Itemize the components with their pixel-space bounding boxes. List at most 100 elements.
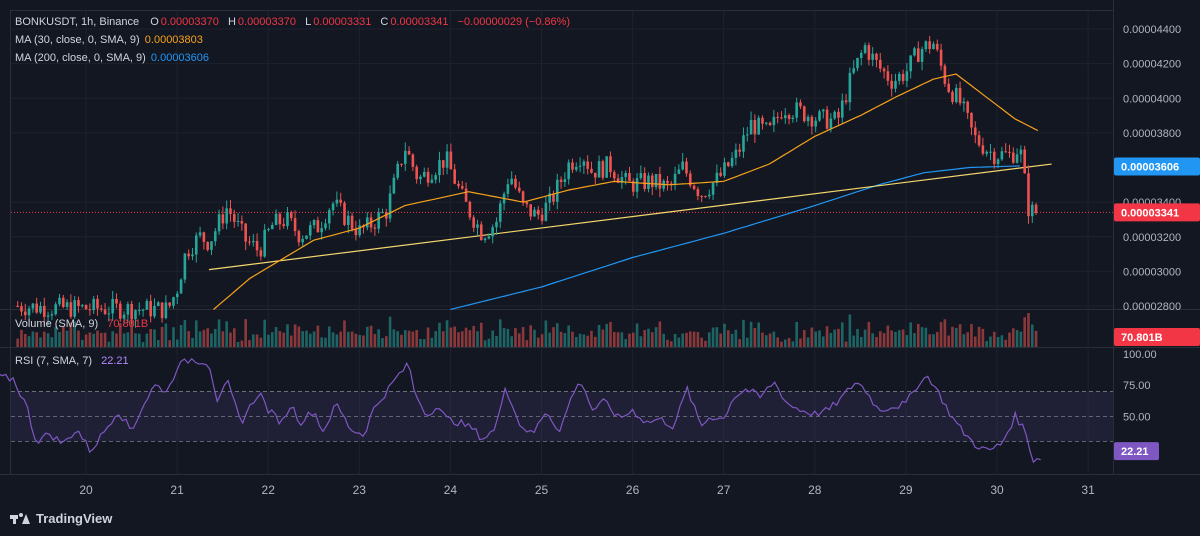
volume-bar bbox=[875, 336, 878, 347]
volume-bar bbox=[244, 319, 247, 347]
candle-body bbox=[1011, 152, 1015, 163]
candle-body bbox=[1030, 204, 1034, 217]
volume-bar bbox=[989, 336, 992, 347]
volume-bar bbox=[464, 327, 468, 347]
candle-body bbox=[673, 173, 677, 184]
volume-bar bbox=[882, 333, 886, 347]
volume-bar bbox=[206, 328, 209, 347]
volume-bar bbox=[358, 334, 361, 347]
price-badge bbox=[1114, 157, 1200, 176]
volume-bar bbox=[255, 334, 259, 347]
tradingview-icon bbox=[10, 513, 30, 524]
candle-body bbox=[42, 305, 46, 317]
candle-body bbox=[65, 302, 69, 307]
volume-bar bbox=[928, 334, 931, 347]
candle-body bbox=[867, 45, 871, 60]
candle-body bbox=[134, 310, 137, 320]
rsi-legend[interactable]: RSI (7, SMA, 7) 22.21 bbox=[15, 355, 131, 367]
volume-bar bbox=[571, 331, 574, 347]
candle-body bbox=[745, 134, 749, 136]
volume-bar bbox=[818, 330, 821, 347]
volume-bar bbox=[346, 331, 350, 347]
candle-body bbox=[453, 169, 456, 184]
volume-bar bbox=[415, 330, 418, 347]
rsi-band bbox=[11, 391, 1113, 442]
volume-bar bbox=[559, 331, 563, 347]
candle-body bbox=[761, 117, 764, 124]
volume-legend[interactable]: Volume (SMA, 9) 70.801B bbox=[15, 318, 150, 330]
volume-bar bbox=[1034, 330, 1038, 347]
candle-body bbox=[31, 303, 35, 309]
candle-body bbox=[137, 309, 141, 311]
volume-bar bbox=[761, 332, 764, 347]
candle-body bbox=[510, 178, 513, 185]
volume-bar bbox=[654, 327, 658, 347]
candle-body bbox=[175, 293, 179, 298]
candle-body bbox=[749, 119, 753, 135]
candle-body bbox=[624, 173, 627, 178]
volume-bar bbox=[764, 335, 768, 347]
time-tick-label: 21 bbox=[170, 483, 184, 497]
candle-body bbox=[392, 177, 396, 194]
volume-bar bbox=[723, 323, 726, 347]
volume-bar bbox=[753, 327, 757, 347]
time-tick-label: 22 bbox=[262, 483, 276, 497]
candle-body bbox=[259, 250, 263, 257]
candle-body bbox=[932, 43, 935, 50]
volume-bar bbox=[396, 331, 399, 347]
candle-body bbox=[267, 229, 270, 231]
candle-body bbox=[229, 208, 232, 215]
candle-body bbox=[1023, 149, 1026, 174]
volume-bar bbox=[400, 334, 403, 347]
candle-body bbox=[707, 194, 711, 197]
candle-body bbox=[647, 175, 650, 190]
volume-bar bbox=[240, 340, 244, 347]
volume-bar bbox=[992, 331, 996, 347]
volume-bar bbox=[65, 330, 69, 347]
volume-bar bbox=[544, 320, 548, 347]
volume-bar bbox=[96, 330, 99, 347]
volume-bar bbox=[897, 330, 901, 347]
volume-bar bbox=[517, 333, 521, 347]
time-tick-label: 31 bbox=[1081, 483, 1095, 497]
close-label: C bbox=[380, 16, 389, 28]
candle-body bbox=[483, 238, 487, 241]
candle-body bbox=[620, 177, 624, 183]
tradingview-logo[interactable]: TradingView bbox=[10, 511, 112, 526]
candle-body bbox=[221, 214, 225, 224]
volume-bar bbox=[46, 333, 50, 347]
low-label: L bbox=[305, 16, 312, 28]
volume-bar bbox=[156, 340, 160, 347]
candle-body bbox=[612, 172, 616, 179]
candle-body bbox=[350, 215, 354, 229]
volume-bar bbox=[909, 322, 912, 347]
volume-bar bbox=[514, 328, 517, 347]
volume-bar bbox=[905, 335, 909, 347]
candle-body bbox=[529, 204, 532, 217]
volume-bar bbox=[692, 331, 696, 347]
volume-bar bbox=[324, 337, 327, 347]
candle-body bbox=[795, 102, 798, 118]
volume-bar bbox=[810, 327, 814, 347]
volume-bar bbox=[229, 332, 232, 347]
volume-bar bbox=[457, 332, 460, 347]
symbol-legend[interactable]: BONKUSDT, 1h, Binance O 0.00003370 H 0.000… bbox=[15, 16, 572, 28]
volume-bar bbox=[711, 327, 715, 347]
trendline[interactable] bbox=[208, 163, 1052, 271]
volume-bar bbox=[42, 331, 46, 347]
ma30-legend[interactable]: MA (30, close, 0, SMA, 9) 0.00003803 bbox=[15, 34, 205, 46]
candle-body bbox=[39, 305, 42, 313]
candle-body bbox=[928, 41, 931, 50]
time-tick-label: 24 bbox=[444, 483, 458, 497]
ma200-legend[interactable]: MA (200, close, 0, SMA, 9) 0.00003606 bbox=[15, 52, 211, 64]
candle-body bbox=[476, 224, 479, 228]
volume-bar bbox=[441, 331, 445, 347]
volume-bar bbox=[726, 330, 730, 347]
volume-bar bbox=[312, 331, 316, 347]
volume-bar bbox=[833, 329, 836, 347]
candle-body bbox=[149, 300, 152, 317]
volume-bar bbox=[920, 327, 924, 347]
candle-body bbox=[723, 162, 726, 176]
volume-bar bbox=[20, 329, 23, 347]
